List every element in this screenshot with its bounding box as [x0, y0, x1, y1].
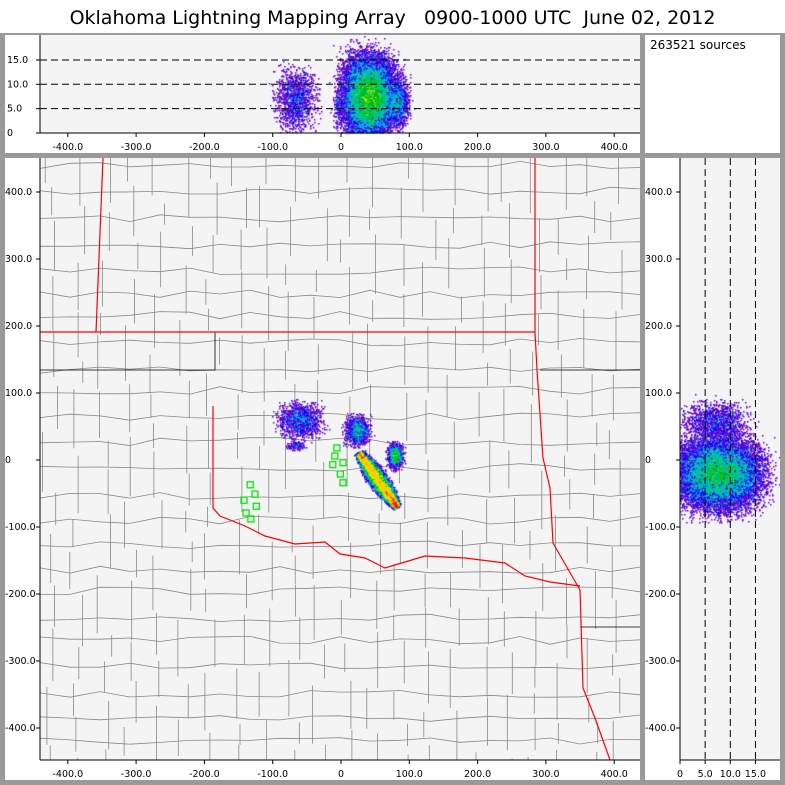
- x-tick-label: 0: [338, 142, 344, 153]
- lma-station-marker: [240, 496, 248, 504]
- x-tick-label: -400.0: [52, 142, 83, 153]
- source-count: 263521 sources: [650, 38, 746, 52]
- north-altitude-axes: 0 5.0 10.0 15.0 400.0 300.0 200.0 100.0 0 -100.0 -…: [645, 158, 780, 780]
- x-tick-label: 100.0: [396, 142, 423, 153]
- altitude-east-panel: -400.0 -300.0 -200.0 -100.0 0 100.0 200.0 300.0…: [5, 35, 640, 153]
- y-tick-label: 10.0: [7, 79, 28, 90]
- lma-station-marker: [339, 459, 347, 467]
- x-tick-label: 400.0: [601, 142, 628, 153]
- y-tick-label: -100.0: [645, 522, 676, 533]
- altitude-east-axes: -400.0 -300.0 -200.0 -100.0 0 100.0 200.0 300.0…: [7, 35, 640, 153]
- y-tick-label: 400.0: [645, 187, 672, 198]
- x-tick-label: -400.0: [52, 769, 83, 780]
- y-tick-label: -200.0: [5, 589, 36, 600]
- y-tick-label: -400.0: [5, 723, 36, 734]
- x-tick-label: -100.0: [257, 769, 288, 780]
- plan-view-axes: -400.0 -300.0 -200.0 -100.0 0 100.0 200.0 300.0…: [5, 158, 640, 780]
- x-tick-label: 0: [677, 769, 683, 780]
- y-tick-label: -300.0: [645, 656, 676, 667]
- source-count-box: 263521 sources: [645, 35, 780, 153]
- lma-station-marker: [336, 470, 344, 478]
- y-tick-label: 15.0: [7, 55, 28, 66]
- lma-station-marker: [247, 515, 255, 523]
- x-tick-label: 200.0: [464, 142, 491, 153]
- x-tick-label: 400.0: [601, 769, 628, 780]
- x-tick-label: 300.0: [532, 142, 559, 153]
- y-tick-label: -300.0: [5, 656, 36, 667]
- x-tick-label: -300.0: [121, 769, 152, 780]
- lma-station-marker: [252, 502, 260, 510]
- lma-station-marker: [331, 452, 339, 460]
- plan-density-canvas: [5, 158, 640, 780]
- x-tick-label: 300.0: [532, 769, 559, 780]
- y-tick-label: 400.0: [5, 187, 32, 198]
- lma-station-marker: [329, 461, 337, 469]
- x-tick-label: 200.0: [464, 769, 491, 780]
- y-tick-label: 300.0: [5, 254, 32, 265]
- x-tick-label: -200.0: [189, 769, 220, 780]
- lma-station-marker: [246, 481, 254, 489]
- y-tick-label: -200.0: [645, 589, 676, 600]
- y-tick-label: 0: [645, 455, 651, 466]
- y-tick-label: -100.0: [5, 522, 36, 533]
- plan-view-panel: -400.0 -300.0 -200.0 -100.0 0 100.0 200.0 300.0…: [5, 158, 640, 780]
- x-tick-label: 100.0: [396, 769, 423, 780]
- x-tick-label: -200.0: [189, 142, 220, 153]
- x-tick-label: 0: [338, 769, 344, 780]
- y-tick-label: 0: [7, 128, 13, 139]
- y-tick-label: 100.0: [5, 388, 32, 399]
- lma-station-marker: [242, 509, 250, 517]
- plot-title: Oklahoma Lightning Mapping Array 0900-10…: [0, 0, 785, 33]
- x-tick-label: 10.0: [720, 769, 741, 780]
- y-tick-label: 100.0: [645, 388, 672, 399]
- x-tick-label: 15.0: [745, 769, 766, 780]
- north-altitude-panel: 0 5.0 10.0 15.0 400.0 300.0 200.0 100.0 0 -100.0 -…: [645, 158, 780, 780]
- x-tick-label: -300.0: [121, 142, 152, 153]
- y-tick-label: 300.0: [645, 254, 672, 265]
- y-tick-label: 5.0: [7, 104, 22, 115]
- lma-station-marker: [251, 490, 259, 498]
- y-tick-label: 200.0: [645, 321, 672, 332]
- lma-station-marker: [339, 479, 347, 487]
- side-density-canvas: [645, 158, 780, 780]
- y-tick-label: 0: [5, 455, 11, 466]
- x-tick-label: -100.0: [257, 142, 288, 153]
- x-tick-label: 5.0: [698, 769, 713, 780]
- lma-station-marker: [333, 444, 341, 452]
- y-tick-label: -400.0: [645, 723, 676, 734]
- y-tick-label: 200.0: [5, 321, 32, 332]
